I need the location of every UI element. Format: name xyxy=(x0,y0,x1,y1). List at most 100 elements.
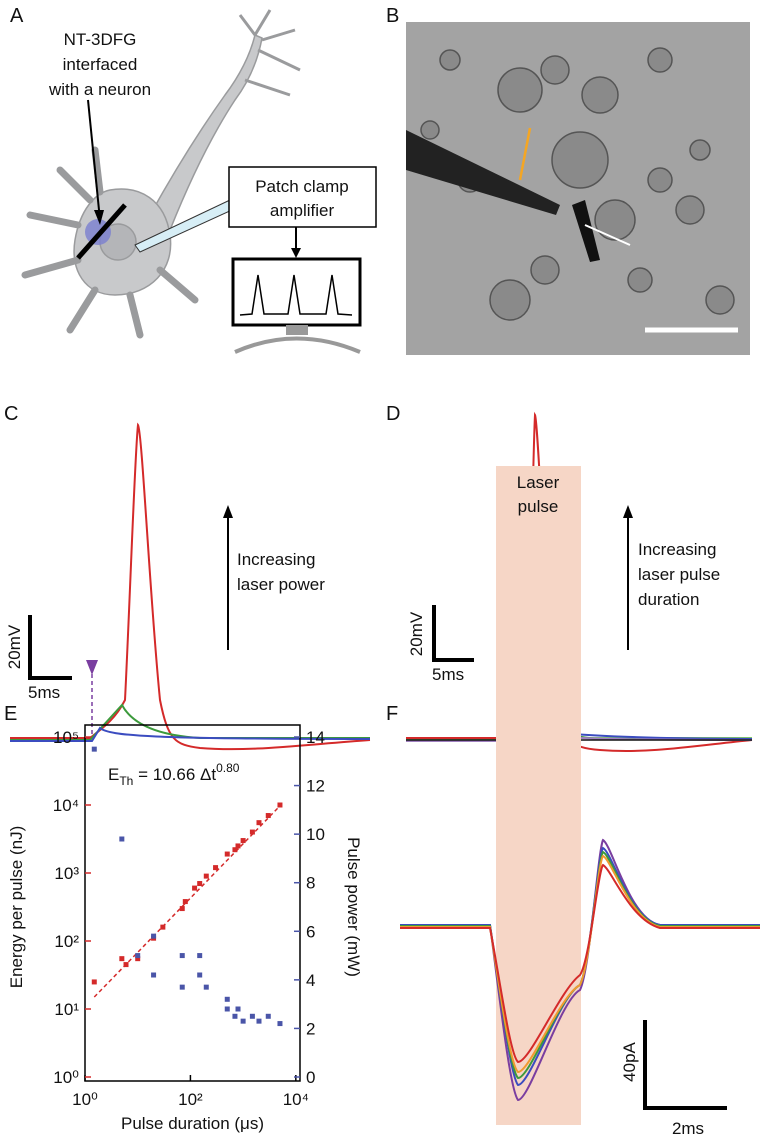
point xyxy=(135,953,141,959)
pointer-arrow xyxy=(87,99,101,221)
point xyxy=(265,813,271,819)
point xyxy=(119,836,125,842)
point xyxy=(256,1018,262,1024)
y2-tick-label: 10 xyxy=(306,825,325,844)
chart: ETh = 10.66 Δt0.80 10⁰ 10² 10⁴ 10⁰ 10¹ 10² 10³… xyxy=(7,724,363,1133)
monitor-base xyxy=(234,336,361,354)
point xyxy=(249,829,255,835)
point xyxy=(213,865,219,871)
scale-label: 20mV xyxy=(5,624,24,669)
arrowhead xyxy=(94,210,104,225)
y2-tick-label: 2 xyxy=(306,1019,315,1038)
y-tick-label: 10⁵ xyxy=(53,728,79,747)
point xyxy=(240,838,246,844)
panel-letter: F xyxy=(386,703,398,725)
point xyxy=(91,746,97,752)
y-tick-label: 10³ xyxy=(54,864,79,883)
spike-trace xyxy=(239,274,353,316)
point xyxy=(179,953,185,959)
panel-letter: B xyxy=(386,5,399,27)
y2-tick-label: 12 xyxy=(306,777,325,796)
x-tick-label: 10² xyxy=(178,1090,203,1109)
y2-tick-label: 8 xyxy=(306,874,315,893)
point xyxy=(232,847,238,853)
point xyxy=(203,873,209,879)
point xyxy=(240,1018,246,1024)
point xyxy=(182,899,188,905)
annotation: with a neuron xyxy=(48,80,151,99)
x-tick-label: 10⁰ xyxy=(72,1090,98,1109)
point xyxy=(91,979,97,985)
plot-frame xyxy=(84,724,301,1082)
point xyxy=(197,881,203,887)
arrowhead xyxy=(86,660,98,675)
point xyxy=(224,851,230,857)
point xyxy=(135,956,141,962)
point xyxy=(151,972,157,978)
scale-label: 5ms xyxy=(28,683,60,702)
point xyxy=(277,1021,283,1027)
y2-tick-label: 0 xyxy=(306,1068,315,1087)
panel-letter: A xyxy=(10,5,24,27)
scale-label: 2ms xyxy=(672,1119,704,1138)
scale-bar xyxy=(643,1020,727,1110)
point xyxy=(232,1013,238,1019)
y-tick-label: 10² xyxy=(54,932,79,951)
y2-tick-label: 14 xyxy=(306,728,325,747)
annotation: duration xyxy=(638,590,699,609)
scale-label: 40pA xyxy=(620,1041,639,1081)
scale-bar xyxy=(432,605,474,662)
monitor-stand xyxy=(286,325,308,335)
box-label: amplifier xyxy=(270,201,335,220)
arrowhead xyxy=(223,505,233,518)
point xyxy=(151,933,157,939)
point xyxy=(203,984,209,990)
annotation: NT-3DFG xyxy=(64,30,137,49)
y-axis-label: Energy per pulse (nJ) xyxy=(7,826,26,989)
laser-pulse-shade xyxy=(496,466,581,1125)
x-tick-label: 10⁴ xyxy=(283,1090,309,1109)
traces xyxy=(400,838,760,1102)
point xyxy=(179,984,185,990)
panel-letter: D xyxy=(386,403,400,425)
point xyxy=(119,956,125,962)
point xyxy=(224,996,230,1002)
annotation: Increasing xyxy=(237,550,315,569)
y-tick-label: 10⁴ xyxy=(53,796,79,815)
y-tick-label: 10⁰ xyxy=(53,1068,79,1087)
annotation: pulse xyxy=(518,497,559,516)
scale-label: 20mV xyxy=(407,611,426,656)
scale-bar xyxy=(28,615,72,680)
arrowhead xyxy=(623,505,633,518)
point xyxy=(179,906,185,912)
point xyxy=(277,802,283,808)
annotation: Increasing xyxy=(638,540,716,559)
traces xyxy=(10,422,371,751)
micrograph xyxy=(406,22,750,355)
point xyxy=(235,843,241,849)
y2-tick-label: 4 xyxy=(306,971,315,990)
annotation: laser power xyxy=(237,575,325,594)
point xyxy=(197,953,203,959)
point xyxy=(235,1006,241,1012)
y-tick-label: 10¹ xyxy=(54,1000,79,1019)
annotation-part: Th xyxy=(119,774,133,788)
annotation-part: 0.80 xyxy=(216,761,240,775)
panel-letter: C xyxy=(4,403,18,425)
point xyxy=(192,885,198,891)
point xyxy=(256,820,262,826)
point xyxy=(197,972,203,978)
annotation: Laser xyxy=(517,473,560,492)
annotation-part: E xyxy=(108,765,119,784)
point xyxy=(265,1013,271,1019)
point xyxy=(249,1013,255,1019)
arrowhead xyxy=(291,248,301,258)
annotation-part: = 10.66 Δt xyxy=(133,765,216,784)
box-label: Patch clamp xyxy=(255,177,349,196)
point xyxy=(160,924,166,930)
annotation: laser pulse xyxy=(638,565,720,584)
nt-3dfg xyxy=(76,203,127,260)
panel-letter: E xyxy=(4,703,17,725)
point xyxy=(224,1006,230,1012)
